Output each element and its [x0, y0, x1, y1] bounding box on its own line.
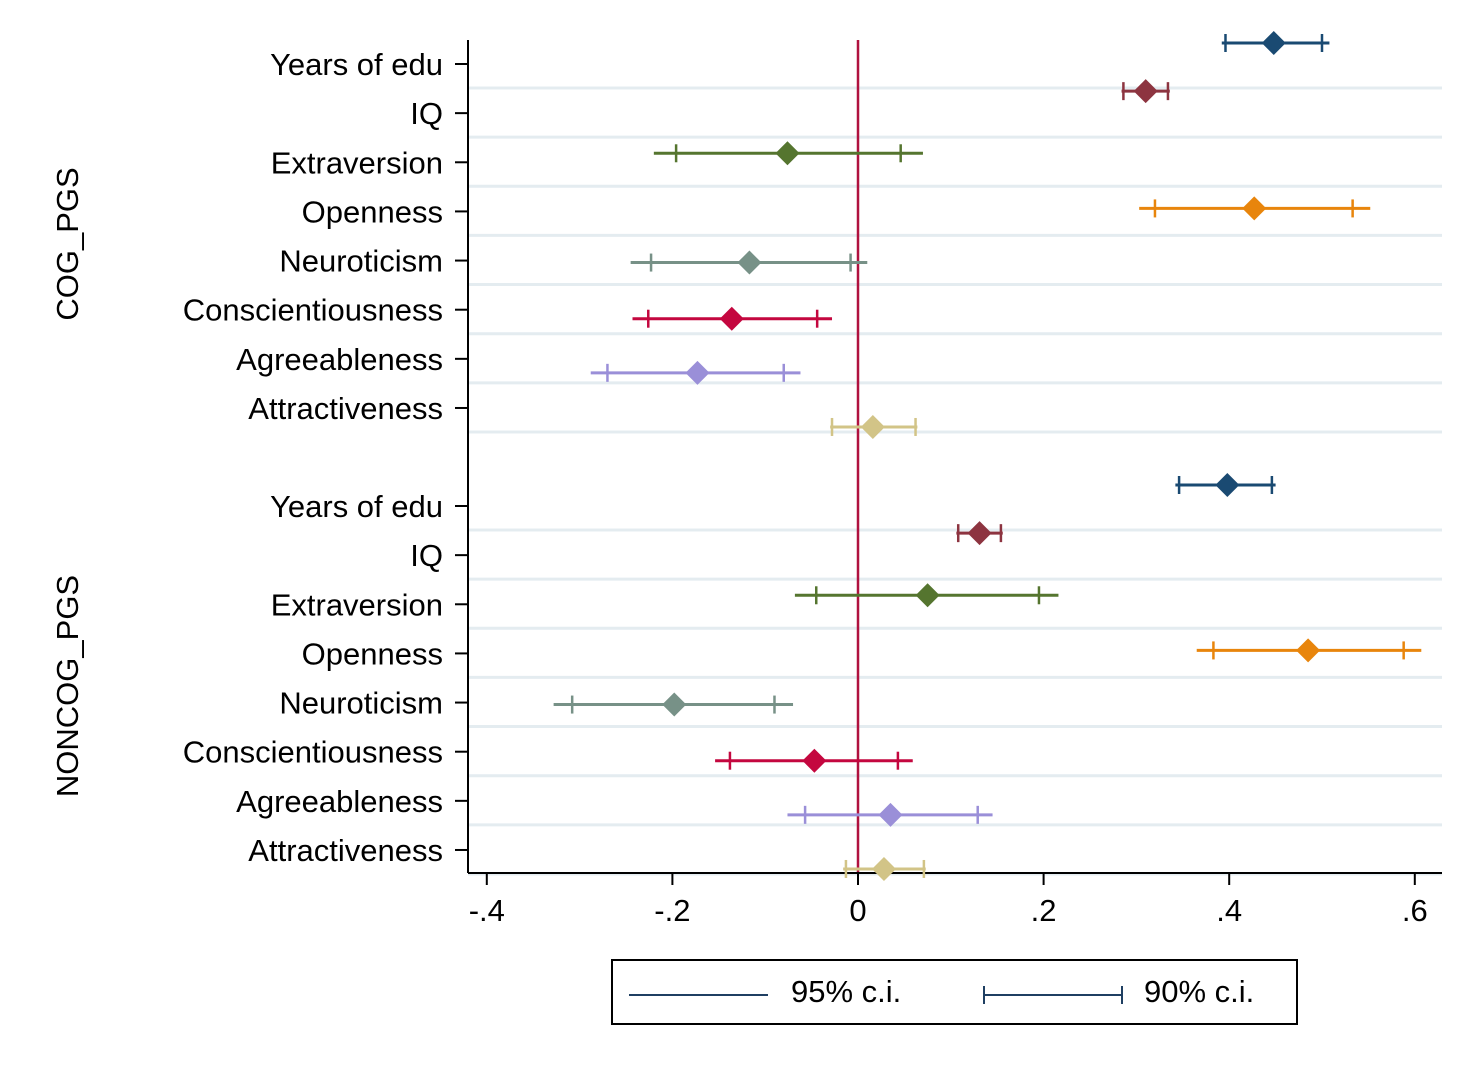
estimate-marker [685, 360, 710, 385]
row-labels: Years of edu IQ Extraversion Openness Neurot… [183, 47, 443, 868]
legend-label-90: 90% c.i. [1144, 974, 1255, 1009]
x-tick-label: .2 [1031, 893, 1057, 928]
group-label: NONCOG_PGS [50, 575, 85, 797]
x-tick-label: .4 [1216, 893, 1242, 928]
row-label: Agreeableness [236, 784, 443, 819]
x-tick-label: -.2 [654, 893, 690, 928]
legend-line-95 [629, 994, 768, 996]
axes: -.4 -.2 0 .2 .4 .6 [455, 40, 1442, 928]
legend-line-90 [983, 994, 1123, 996]
estimates [553, 31, 1422, 881]
estimate-marker [915, 583, 940, 608]
legend-cap-right-90 [1121, 986, 1123, 1004]
legend-cap-left-90 [983, 986, 985, 1004]
row-label: Conscientiousness [183, 735, 443, 770]
row-label: IQ [410, 538, 443, 573]
group-label: COG_PGS [50, 167, 85, 320]
estimate-marker [1261, 31, 1286, 55]
x-tick-label: 0 [849, 893, 866, 928]
estimate-marker [871, 856, 896, 881]
row-label: Openness [302, 636, 443, 671]
group-labels: COG_PGS NONCOG_PGS [50, 167, 85, 797]
x-tick-label: -.4 [469, 893, 505, 928]
estimate-marker [737, 250, 762, 275]
row-label: Openness [302, 194, 443, 229]
estimate-marker [967, 521, 992, 546]
x-tick-label: .6 [1402, 893, 1428, 928]
estimate-marker [775, 141, 800, 166]
row-label: IQ [410, 96, 443, 131]
estimate-marker [1215, 473, 1240, 497]
row-label: Neuroticism [279, 686, 443, 721]
legend-label-95: 95% c.i. [791, 974, 902, 1009]
row-label: Agreeableness [236, 342, 443, 377]
row-label: Years of edu [270, 47, 443, 82]
estimate-marker [860, 414, 885, 439]
estimate-marker [878, 802, 903, 827]
estimate-marker [1133, 79, 1158, 104]
estimate-marker [802, 748, 827, 773]
gridlines [468, 86, 1442, 876]
estimate-marker [1242, 196, 1267, 221]
estimate-marker [662, 692, 687, 717]
row-label: Attractiveness [248, 833, 443, 868]
row-label: Extraversion [271, 145, 443, 180]
legend: 95% c.i. 90% c.i. [611, 959, 1298, 1025]
row-label: Neuroticism [279, 244, 443, 279]
estimate-marker [1296, 638, 1321, 663]
row-label: Years of edu [270, 489, 443, 524]
row-label: Extraversion [271, 587, 443, 622]
estimate-marker [719, 306, 744, 331]
row-label: Conscientiousness [183, 293, 443, 328]
row-label: Attractiveness [248, 391, 443, 426]
